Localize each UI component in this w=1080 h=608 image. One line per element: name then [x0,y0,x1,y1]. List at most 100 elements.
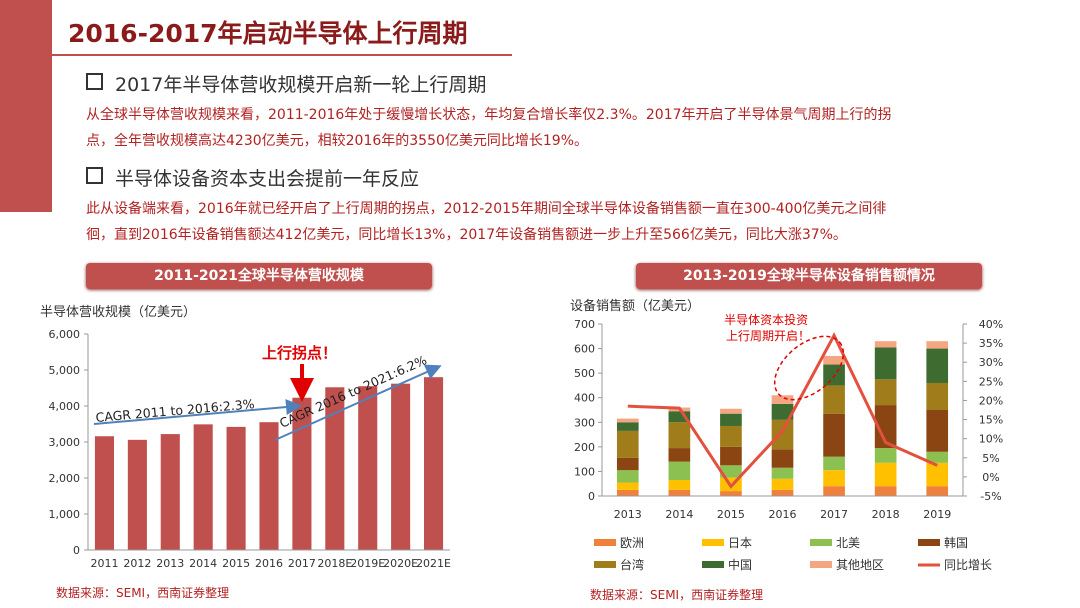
segment-2015-6 [720,408,742,414]
y-tick-label: 200 [574,441,595,454]
page-title: 2016-2017年启动半导体上行周期 [68,19,468,48]
title-box: 2016-2017年启动半导体上行周期 [52,2,512,56]
x-tick-label: 2019 [923,508,951,521]
legend-label: 欧洲 [620,536,644,550]
segment-2014-0 [668,489,691,496]
legend-swatch [594,561,616,568]
x-tick-label: 2014 [665,508,693,521]
legend-swatch [702,539,724,546]
y2-tick-label: 40% [979,318,1003,331]
y-tick-label: 0 [588,490,595,503]
revenue-bar-2016 [259,422,279,550]
y-tick-label: 300 [574,416,595,429]
legend-label: 其他地区 [836,558,884,572]
y2-tick-label: 35% [979,337,1003,350]
revenue-bar-2021E [424,377,444,550]
legend-label: 同比增长 [944,558,992,572]
segment-2013-1 [616,482,639,490]
segment-2013-6 [616,418,639,423]
yoy-growth-line [627,332,938,489]
y-tick-label: 500 [574,367,595,380]
legend-swatch [918,539,940,546]
segment-2016-0 [771,489,794,496]
y2-tick-label: 25% [979,375,1003,388]
segment-2014-2 [668,461,691,481]
x-tick-label: 2016 [255,557,283,570]
segment-2016-4 [771,419,794,450]
segment-2018-3 [874,405,897,449]
legend-swatch [594,539,616,546]
segment-2015-3 [720,446,742,466]
y2-tick-label: 30% [979,356,1003,369]
revenue-bar-2019E [358,386,378,550]
legend-swatch [702,561,724,568]
y-tick-label: 4,000 [49,400,81,413]
segment-2016-3 [771,449,794,468]
highlight-ellipse [773,335,845,401]
segment-2015-2 [720,465,742,478]
segment-2016-2 [771,467,794,479]
segment-2014-5 [668,411,691,423]
segment-2017-2 [823,456,845,471]
x-tick-label: 2021E [416,557,451,570]
segment-2018-2 [874,448,897,463]
segment-2013-5 [616,422,639,431]
cagr-arrow-2 [274,364,442,441]
y2-tick-label: 20% [979,394,1003,407]
x-tick-label: 2011 [90,557,118,570]
segment-2017-3 [823,413,845,457]
x-tick-label: 2020E [383,557,418,570]
revenue-bar-2013 [160,434,180,550]
revenue-bar-2014 [193,424,213,550]
right-source-note: 数据来源：SEMI，西南证券整理 [590,588,764,602]
segment-2019-3 [926,410,949,452]
left-y-axis-label: 半导体营收规模（亿美元） [40,305,196,320]
x-tick-label: 2016 [769,508,797,521]
x-tick-label: 2017 [288,557,316,570]
right-y-axis-label: 设备销售额（亿美元） [570,298,700,314]
segment-2013-3 [616,457,639,471]
legend-label: 中国 [728,557,752,572]
segment-2018-5 [874,347,897,380]
revenue-bar-2012 [127,439,147,550]
segment-2015-5 [720,413,742,426]
x-tick-label: 2013 [614,508,642,521]
segment-2018-6 [874,341,897,348]
legend-label: 韩国 [944,535,968,550]
left-chart-banner: 2011-2021全球半导体营收规模 [86,263,432,289]
x-tick-label: 2015 [717,508,745,521]
segment-2014-4 [668,422,691,449]
section-heading-1: 2017年半导体营收规模开启新一轮上行周期 [86,70,486,97]
segment-2018-1 [874,462,897,487]
legend-swatch [810,561,832,568]
revenue-bar-2017 [292,397,312,550]
capex-annotation: 半导体资本投资 上行周期开启！ [724,312,812,343]
x-tick-label: 2018 [872,508,900,521]
section-text-1: 从全球半导体营收规模来看，2011-2016年处于缓慢增长状态，年均复合增长率仅… [86,107,892,149]
y2-tick-label: -5% [980,490,1001,503]
segment-2017-6 [823,355,845,365]
equipment-chart: 设备销售额（亿美元） 2013 2014 2015 2016 2017 2018 2019 0… [570,298,1003,572]
revenue-bar-2011 [94,436,114,550]
segment-2017-5 [823,364,845,386]
revenue-chart: 半导体营收规模（亿美元） 2011 2012 2013 2014 2015 2016 201… [40,305,451,570]
segment-2013-2 [616,470,639,483]
segment-2014-3 [668,448,691,462]
cagr-label-1: CAGR 2011 to 2016:2.3% [95,396,255,425]
segment-2018-4 [874,379,897,406]
x-tick-label: 2014 [189,557,217,570]
segment-2019-5 [926,348,949,383]
legend-label: 北美 [836,536,860,550]
y-tick-label: 6,000 [49,328,81,341]
segment-2019-4 [926,382,949,410]
segment-2013-4 [616,430,639,458]
segment-2019-6 [926,341,949,349]
segment-2016-1 [771,478,794,490]
legend-swatch [810,539,832,546]
y-tick-label: 100 [574,465,595,478]
revenue-bar-2020E [391,383,411,550]
x-tick-label: 2018E [317,557,352,570]
segment-2016-6 [771,395,794,404]
y-tick-label: 3,000 [49,436,81,449]
square-bullet-icon [86,73,103,90]
